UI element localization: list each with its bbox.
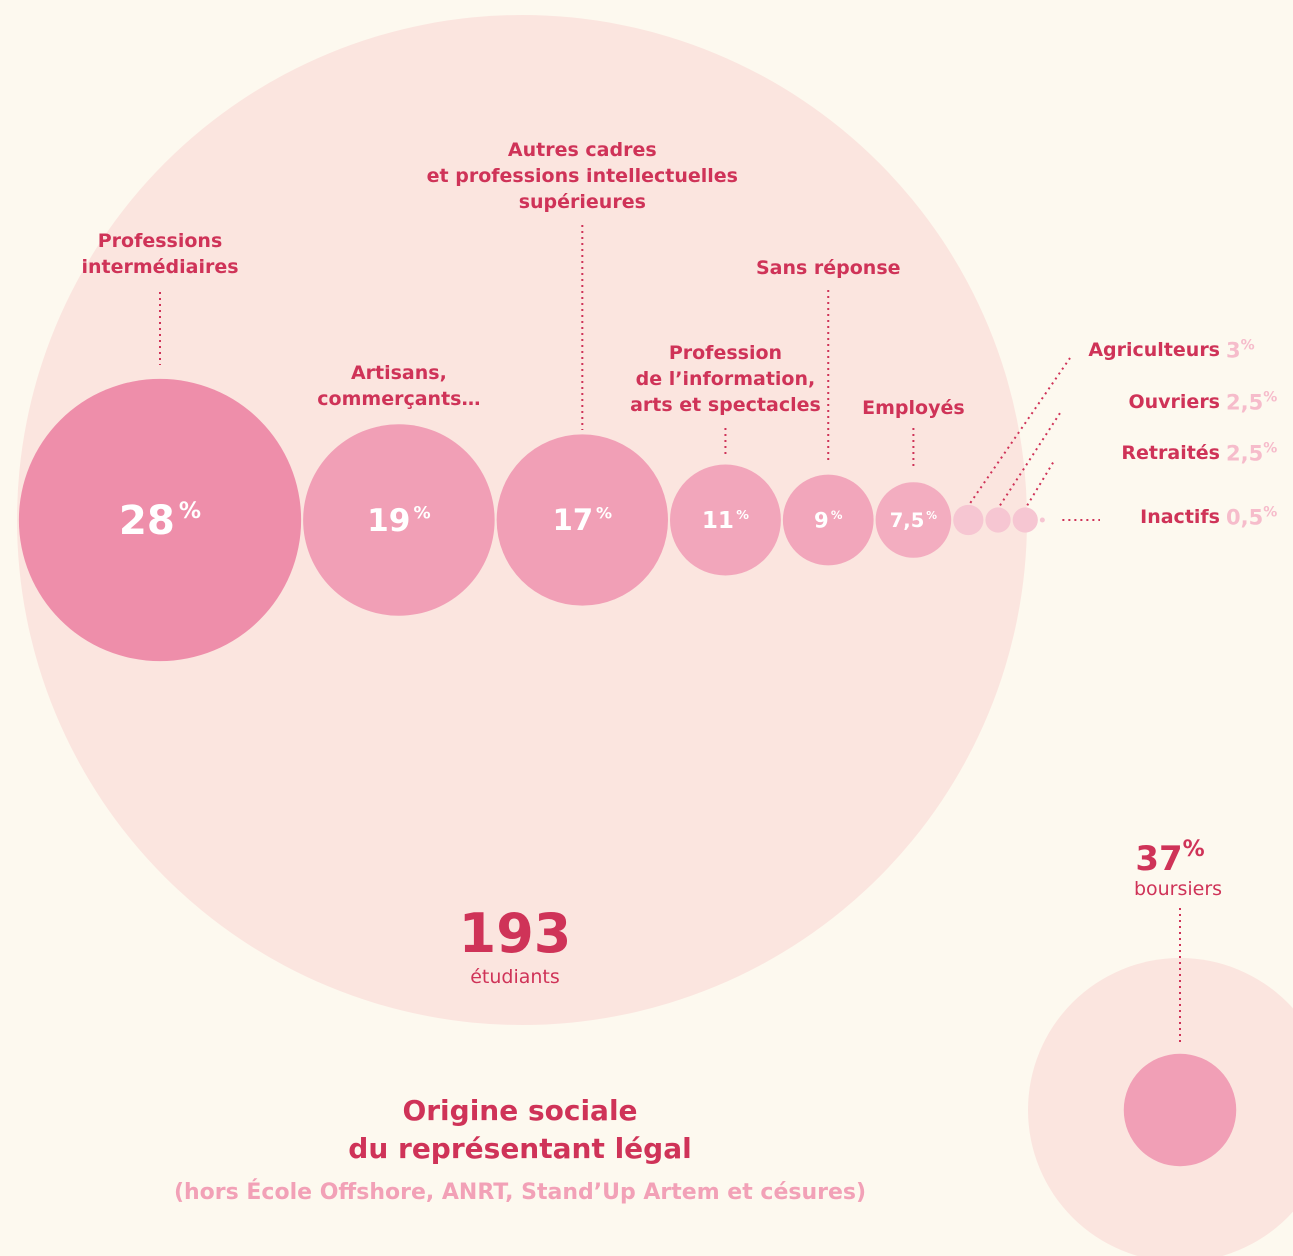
- bubble: [953, 504, 984, 536]
- value-unit: %: [1240, 337, 1255, 354]
- bubble: [1012, 507, 1038, 533]
- value-label: 2,5: [1226, 441, 1264, 466]
- value-label: 19: [367, 503, 410, 539]
- value-label-group: 2,5%: [1226, 441, 1277, 466]
- category-label: Agriculteurs: [1088, 339, 1220, 361]
- leader-line: [999, 409, 1063, 506]
- value-unit: %: [1263, 389, 1278, 406]
- total-value: 193: [459, 902, 572, 965]
- bubble-value: 11%: [702, 507, 749, 534]
- category-label: Employés: [862, 397, 965, 419]
- value-label: 11: [702, 508, 734, 534]
- value-label: 3: [1226, 338, 1241, 363]
- bubble-value: 17%: [553, 503, 613, 537]
- value-unit: %: [831, 508, 843, 522]
- value-label: 0,5: [1226, 505, 1264, 530]
- boursiers-number: 37: [1135, 839, 1182, 879]
- chart-subtitle: (hors École Offshore, ANRT, Stand’Up Art…: [173, 1180, 867, 1205]
- value-unit: %: [736, 507, 749, 522]
- category-label: Sans réponse: [755, 257, 901, 279]
- bubble: [303, 424, 495, 616]
- value-label-group: 3%: [1226, 338, 1255, 363]
- bubble-value: 9%: [814, 507, 843, 532]
- category-label: Inactifs: [1140, 506, 1220, 528]
- boursiers-label: boursiers: [1134, 878, 1222, 900]
- value-label: 2,5: [1226, 390, 1264, 415]
- value-unit: %: [414, 503, 431, 523]
- bubble: [18, 378, 302, 662]
- bubble-value: 28%: [119, 498, 201, 544]
- value-label: 17: [553, 503, 594, 537]
- value-unit: %: [1263, 504, 1278, 521]
- category-label: Ouvriers: [1128, 391, 1220, 413]
- value-unit: %: [179, 498, 201, 524]
- value-label-group: 2,5%: [1226, 390, 1277, 415]
- value-label: 28: [119, 498, 175, 544]
- leader-line: [1026, 460, 1055, 506]
- boursiers-unit: %: [1183, 837, 1205, 862]
- bubble: [1039, 517, 1045, 523]
- bubble-value: 7,5%: [890, 509, 938, 532]
- bubble: [985, 507, 1011, 533]
- category-label: Autres cadres et professions intellectue…: [426, 139, 738, 213]
- value-label: 7,5: [890, 509, 925, 532]
- value-label: 9: [814, 507, 829, 532]
- value-unit: %: [596, 504, 612, 523]
- bubble-value: 19%: [367, 503, 431, 539]
- value-unit: %: [1263, 440, 1278, 457]
- value-label-group: 0,5%: [1226, 505, 1277, 530]
- bubble: [670, 464, 781, 576]
- bubble: [496, 434, 668, 606]
- category-label: Professions intermédiaires: [81, 230, 239, 278]
- boursiers-value: 37%: [1135, 837, 1204, 879]
- value-unit: %: [926, 509, 937, 522]
- bubble: [875, 482, 952, 558]
- category-label: Profession de l’information, arts et spe…: [630, 342, 821, 416]
- bubble: [782, 474, 874, 566]
- category-label: Retraités: [1121, 442, 1220, 464]
- chart-title: Origine sociale du représentant légal: [348, 1094, 692, 1165]
- category-label: Artisans, commerçants…: [317, 362, 481, 410]
- boursiers-circle: [1123, 1053, 1237, 1167]
- total-label: étudiants: [470, 966, 560, 988]
